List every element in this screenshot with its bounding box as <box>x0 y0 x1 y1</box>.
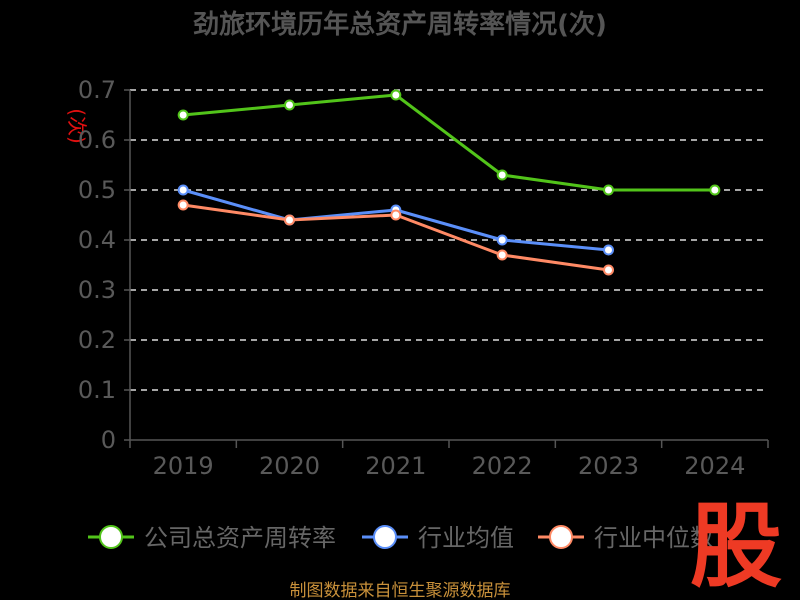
chart-title: 劲旅环境历年总资产周转率情况(次) <box>193 9 607 40</box>
y-tick-label: 0.2 <box>78 326 116 354</box>
legend-label: 行业均值 <box>418 524 514 552</box>
data-point <box>603 184 614 196</box>
legend-item: 公司总资产周转率 <box>88 524 336 552</box>
y-tick-label: 0.5 <box>78 176 116 204</box>
y-tick-label: 0.3 <box>78 276 116 304</box>
y-tick-labels: 0 0.1 0.2 0.3 0.4 0.5 0.6 0.7 <box>78 76 116 454</box>
data-point <box>496 249 508 261</box>
data-point <box>177 109 189 121</box>
y-tick-label: 0.6 <box>78 126 116 154</box>
x-tick-label: 2019 <box>153 452 214 480</box>
brand-logo: 股 <box>690 493 782 600</box>
legend-marker <box>373 525 397 549</box>
legend-item: 行业均值 <box>362 524 514 552</box>
x-tick-label: 2024 <box>684 452 745 480</box>
y-tick-label: 0 <box>101 426 116 454</box>
series-1 <box>177 89 721 196</box>
y-tick-label: 0.1 <box>78 376 116 404</box>
legend-label: 公司总资产周转率 <box>144 524 336 552</box>
data-point <box>496 234 508 246</box>
data-point <box>709 184 721 196</box>
data-point <box>496 169 508 181</box>
data-point <box>390 209 402 221</box>
legend-marker <box>549 525 573 549</box>
legend-item: 行业中位数 <box>538 524 714 552</box>
x-tick-label: 2022 <box>472 452 533 480</box>
x-tick-label: 2023 <box>578 452 639 480</box>
legend: 公司总资产周转率 行业均值 行业中位数 <box>88 524 714 552</box>
y-tick-label: 0.7 <box>78 76 116 104</box>
data-point <box>603 244 614 256</box>
x-tick-labels: 2019 2020 2021 2022 2023 2024 <box>153 452 746 480</box>
data-point <box>177 184 189 196</box>
x-tick-label: 2021 <box>365 452 426 480</box>
x-tick-label: 2020 <box>259 452 320 480</box>
axes <box>124 89 769 448</box>
data-point <box>284 99 295 111</box>
series-layer <box>177 89 721 276</box>
y-axis-label: (次) <box>65 108 89 144</box>
data-point <box>177 199 189 211</box>
data-point <box>284 214 295 226</box>
legend-marker <box>99 525 123 549</box>
data-point <box>603 264 614 276</box>
data-source-note: 制图数据来自恒生聚源数据库 <box>290 581 511 600</box>
series-line <box>183 93 715 192</box>
y-tick-label: 0.4 <box>78 226 116 254</box>
legend-label: 行业中位数 <box>594 524 714 552</box>
data-point <box>390 89 402 101</box>
series-3 <box>177 199 614 276</box>
